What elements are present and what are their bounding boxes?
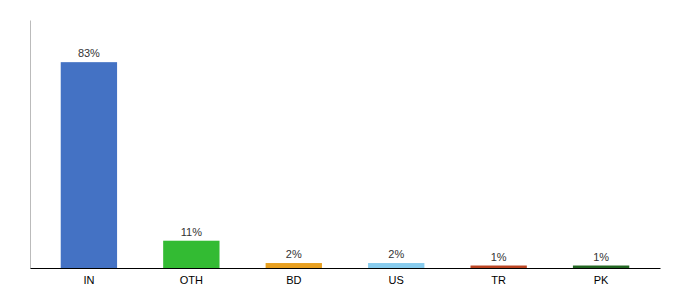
- data-label: 83%: [78, 47, 100, 59]
- bar: [368, 263, 424, 268]
- data-label: 1%: [491, 251, 507, 263]
- x-tick: TR: [491, 268, 506, 286]
- data-label: 2%: [388, 248, 404, 260]
- chart-container: IN OTH BD US TR PK 83% 11% 2% 2% 1% 1%: [0, 0, 680, 300]
- bar: [266, 263, 322, 268]
- x-tick: PK: [594, 268, 609, 286]
- bar: [61, 62, 117, 268]
- y-axis: [30, 21, 31, 269]
- x-tick-label: IN: [83, 274, 94, 286]
- x-tick-label: PK: [594, 274, 609, 286]
- x-tick: IN: [83, 268, 94, 286]
- x-tick: OTH: [180, 268, 203, 286]
- x-axis-line: [31, 268, 661, 269]
- data-label: 1%: [593, 251, 609, 263]
- data-label: 11%: [181, 226, 202, 238]
- data-label: 2%: [286, 248, 302, 260]
- data-labels: 83% 11% 2% 2% 1% 1%: [78, 47, 609, 262]
- x-tick-label: US: [389, 274, 404, 286]
- bar: [470, 266, 526, 268]
- chart-svg: IN OTH BD US TR PK 83% 11% 2% 2% 1% 1%: [0, 0, 680, 300]
- x-tick: BD: [286, 268, 301, 286]
- x-tick: US: [389, 268, 404, 286]
- x-tick-label: BD: [286, 274, 301, 286]
- x-tick-label: TR: [491, 274, 506, 286]
- bar: [573, 266, 629, 268]
- x-tick-label: OTH: [180, 274, 203, 286]
- bars: [61, 62, 630, 268]
- x-axis: IN OTH BD US TR PK: [31, 268, 661, 286]
- plot-area: IN OTH BD US TR PK 83% 11% 2% 2% 1% 1%: [31, 21, 661, 286]
- bar: [163, 241, 219, 268]
- y-axis-line: [30, 21, 31, 269]
